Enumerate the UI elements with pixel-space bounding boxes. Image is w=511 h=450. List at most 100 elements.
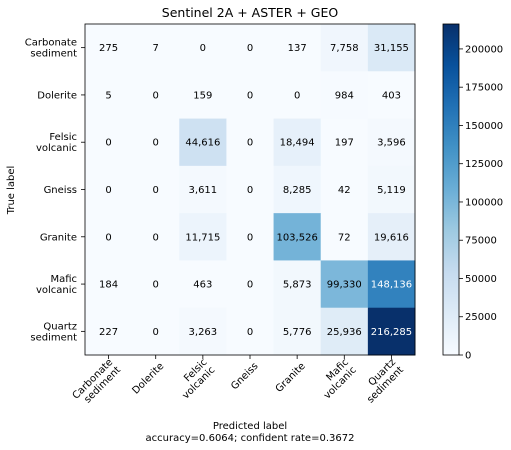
heatmap-cell [367,118,416,167]
x-tick-label: Dolerite [130,361,166,397]
colorbar-tick-label: 25000 [465,312,497,323]
cell-value-label: 5,776 [283,327,312,338]
chart-title: Sentinel 2A + ASTER + GEO [162,5,339,20]
heatmap-cells [85,24,416,356]
cell-value-label: 31,155 [374,43,409,54]
heatmap-cell [273,213,322,261]
cell-value-label: 0 [200,43,206,54]
heatmap-cell [367,24,416,72]
cell-value-label: 463 [193,280,212,291]
heatmap-cell [132,24,180,72]
cell-value-label: 19,616 [374,232,409,243]
heatmap-cell [226,165,275,214]
cell-value-label: 159 [193,90,212,101]
cell-value-label: 3,596 [377,138,406,149]
cell-value-label: 0 [105,138,111,149]
heatmap-cell [85,71,133,120]
cell-value-label: 7,758 [330,43,359,54]
heatmap-cell [273,118,322,167]
heatmap-cell [226,260,275,309]
heatmap-cell [179,213,227,261]
cell-value-label: 8,285 [283,185,312,196]
x-tick-label: Quartzsediment [357,357,406,406]
cell-value-label: 0 [105,185,111,196]
y-tick-label: Felsic volcanic [36,132,77,154]
cell-value-label: 99,330 [327,280,362,291]
colorbar-tick-label: 175000 [465,83,503,94]
cell-value-label: 5,119 [377,185,406,196]
x-tick-labels: Carbonatesediment Dolerite Felsicvolcanic G… [71,355,406,406]
heatmap-cell [367,307,416,356]
y-tick-labels: Carbonate sediment Dolerite Felsic volcanic G… [25,38,85,343]
colorbar-ticks: 0 25000 50000 75000 100000 125000 150000 175000… [459,44,503,362]
cell-value-label: 0 [153,138,159,149]
cell-value-label: 5 [105,90,111,101]
cell-value-label: 72 [338,232,351,243]
heatmap-cell [179,165,227,214]
y-tick-label: Granite [40,232,77,243]
heatmap-cell [226,307,275,356]
cell-value-labels: 275 7 0 0 137 7,758 31,155 5 0 159 0 0 984 403 0 0 44,61… [99,43,412,338]
x-tick-label: Maficvolcanic [314,357,359,402]
x-tick-label: Felsicvolcanic [173,357,218,402]
x-tick-label: Granite [274,361,308,395]
cell-value-label: 403 [382,90,401,101]
colorbar-tick-label: 75000 [465,236,497,247]
colorbar-tick-label: 200000 [465,44,503,55]
y-tick-label: Gneiss [44,185,77,196]
heatmap-cell [273,260,322,309]
cell-value-label: 0 [153,185,159,196]
heatmap-cell [85,307,133,356]
y-axis-label: True label [6,166,17,216]
cell-value-label: 216,285 [371,327,412,338]
heatmap-cell [273,165,322,214]
cell-value-label: 984 [335,90,354,101]
heatmap-cell [320,71,369,120]
heatmap-cell [85,213,133,261]
cell-value-label: 5,873 [283,280,312,291]
heatmap-cell [320,260,369,309]
heatmap-cell [320,307,369,356]
colorbar-tick-label: 125000 [465,159,503,170]
cell-value-label: 0 [247,43,253,54]
heatmap-cell [179,118,227,167]
heatmap-cell [132,71,180,120]
cell-value-label: 0 [153,280,159,291]
cell-value-label: 7 [153,43,159,54]
x-axis-label: Predicted label [213,421,287,432]
heatmap-cell [226,24,275,72]
heatmap-cell [132,307,180,356]
cell-value-label: 227 [99,327,118,338]
cell-value-label: 197 [335,138,354,149]
heatmap-cell [320,24,369,72]
cell-value-label: 275 [99,43,118,54]
cell-value-label: 0 [247,90,253,101]
cell-value-label: 0 [105,232,111,243]
cell-value-label: 148,136 [371,280,412,291]
colorbar-tick-label: 150000 [465,121,503,132]
accuracy-footer: accuracy=0.6064; confident rate=0.3672 [146,433,355,444]
cell-value-label: 25,936 [327,327,362,338]
cell-value-label: 0 [294,90,300,101]
cell-value-label: 0 [247,327,253,338]
cell-value-label: 11,715 [185,232,220,243]
heatmap-cell [367,213,416,261]
heatmap-cell [273,307,322,356]
colorbar-tick-label: 50000 [465,274,497,285]
cell-value-label: 0 [153,327,159,338]
cell-value-label: 0 [247,138,253,149]
heatmap-cell [85,24,133,72]
heatmap-cell [132,165,180,214]
cell-value-label: 0 [247,280,253,291]
cell-value-label: 0 [247,232,253,243]
cell-value-label: 0 [153,232,159,243]
y-tick-label: Mafic volcanic [36,274,77,296]
heatmap-cell [179,71,227,120]
heatmap-cell [320,165,369,214]
heatmap-cell [179,260,227,309]
heatmap-cell [132,118,180,167]
heatmap-cell [320,118,369,167]
cell-value-label: 3,263 [189,327,218,338]
heatmap-cell [320,213,369,261]
